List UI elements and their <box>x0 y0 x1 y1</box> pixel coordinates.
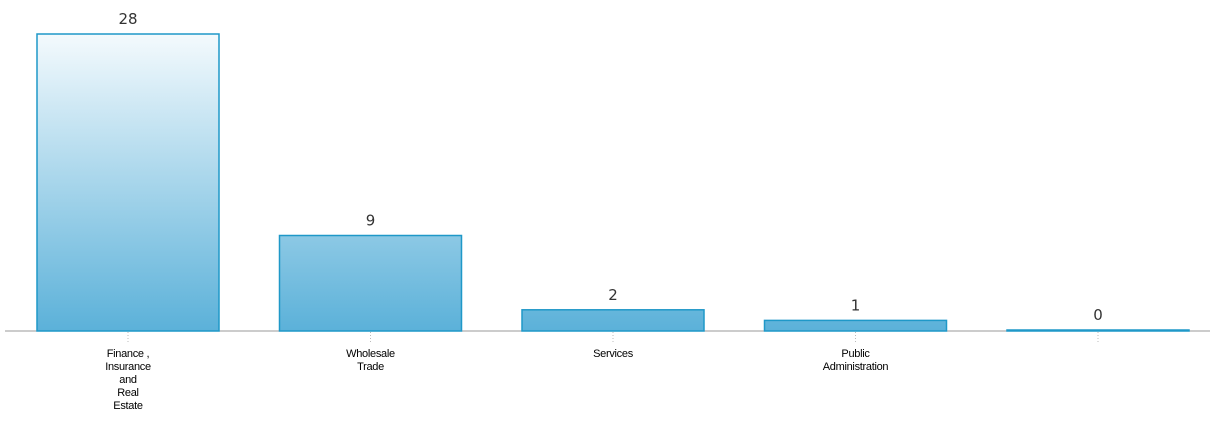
value-label-0: 28 <box>118 10 137 28</box>
bars-group <box>36 33 1190 332</box>
category-label-1: Wholesale Trade <box>346 348 395 373</box>
ticks-group <box>127 332 1099 343</box>
bar-1 <box>278 234 463 332</box>
bar-4 <box>1006 329 1190 332</box>
value-label-4: 0 <box>1093 306 1103 324</box>
category-label-0: Finance , Insurance and Real Estate <box>105 348 151 412</box>
value-label-3: 1 <box>851 296 861 314</box>
bar-3 <box>763 319 948 332</box>
value-labels-group: 28 9 2 1 0 <box>118 10 1102 324</box>
bar-2 <box>521 309 705 332</box>
category-label-3: Public Administration <box>823 348 889 373</box>
category-labels-group: Finance , Insurance and Real Estate Wholesale… <box>105 348 889 412</box>
bar-0 <box>36 33 220 332</box>
category-label-2: Services <box>593 348 634 360</box>
value-label-1: 9 <box>366 212 376 230</box>
value-label-2: 2 <box>608 286 618 304</box>
